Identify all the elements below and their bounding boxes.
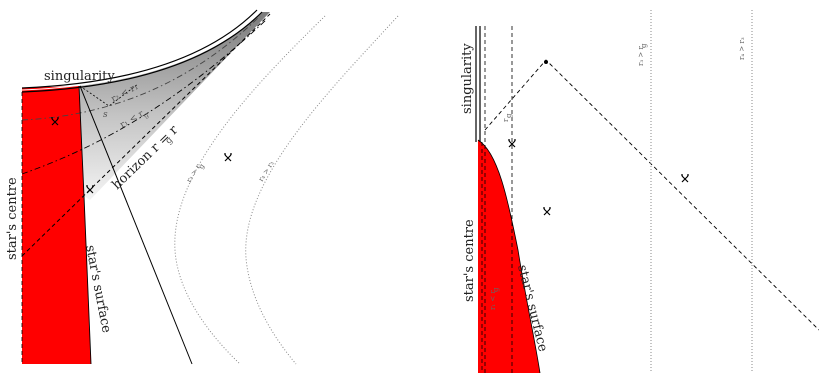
left-r3-rg-label: r₃ > r g bbox=[185, 162, 207, 184]
svg-text:g: g bbox=[197, 162, 206, 170]
left-r3-dotted-curve bbox=[174, 15, 326, 365]
svg-text:r₃ > r: r₃ > r bbox=[637, 46, 645, 66]
svg-text:g: g bbox=[505, 113, 513, 118]
left-r4-dotted-curve bbox=[245, 15, 399, 365]
left-singularity-line-3 bbox=[21, 10, 260, 91]
right-star-surface-line bbox=[477, 139, 541, 373]
observer-cross-icon bbox=[508, 139, 516, 148]
left-singularity-label: singularity bbox=[44, 69, 115, 84]
left-r1-curve bbox=[21, 19, 267, 175]
left-s-label: s bbox=[103, 110, 108, 120]
right-panel: singularity star's centre star's surface… bbox=[460, 10, 819, 373]
left-singularity-line bbox=[21, 9, 258, 89]
observer-cross-icon bbox=[86, 185, 94, 194]
svg-text:g: g bbox=[164, 135, 175, 146]
observer-cross-icon bbox=[681, 174, 689, 183]
svg-text:g: g bbox=[142, 110, 150, 119]
right-r1-rg-label: r₁ < r g bbox=[489, 287, 500, 310]
left-star-surface-line bbox=[78, 85, 92, 365]
svg-text:r₁ < r: r₁ < r bbox=[489, 290, 497, 310]
right-star-centre-label: star's centre bbox=[462, 219, 477, 302]
svg-text:g: g bbox=[492, 287, 500, 292]
left-star-interior bbox=[22, 86, 91, 364]
right-rg-top-label: r g bbox=[502, 113, 513, 122]
right-star-interior bbox=[478, 140, 540, 373]
left-singularity-line-2 bbox=[21, 11, 263, 93]
svg-text:g: g bbox=[640, 43, 648, 48]
left-star-centre-label: star's centre bbox=[5, 177, 20, 260]
svg-text:r: r bbox=[502, 118, 510, 122]
right-singularity-label: singularity bbox=[460, 43, 475, 114]
right-r4-r3-label: r₄ > r₃ bbox=[738, 37, 746, 60]
observer-cross-icon bbox=[224, 153, 232, 162]
right-emission-point bbox=[544, 60, 548, 64]
observer-cross-icon bbox=[51, 117, 59, 126]
left-horizon-line bbox=[21, 13, 271, 257]
right-r3-rg-label: r₃ > r g bbox=[637, 43, 648, 66]
observer-cross-icon bbox=[543, 207, 551, 216]
left-panel: singularity star's centre star's surface… bbox=[5, 9, 399, 365]
left-light-ray-solid bbox=[79, 85, 193, 365]
